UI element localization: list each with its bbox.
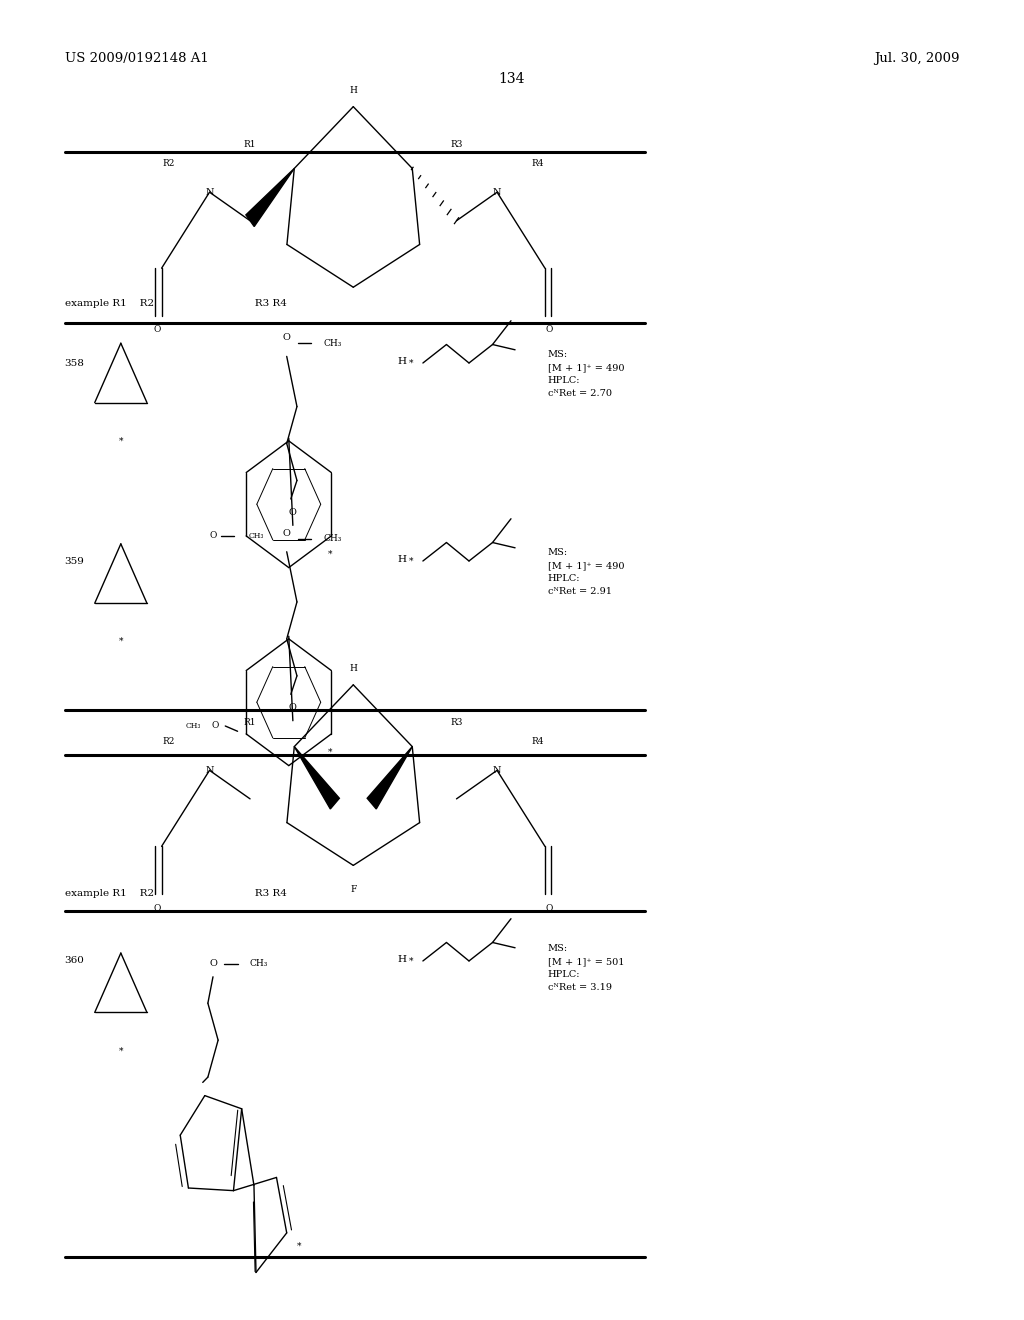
Text: O: O	[283, 529, 291, 537]
Text: *: *	[119, 1047, 123, 1055]
Text: O: O	[210, 532, 217, 540]
Text: R1: R1	[244, 140, 256, 149]
Text: N: N	[493, 766, 502, 775]
Text: *: *	[328, 748, 332, 756]
Text: CH₃: CH₃	[324, 535, 342, 543]
Text: *: *	[119, 638, 123, 645]
Text: N: N	[205, 766, 214, 775]
Text: H: H	[349, 664, 357, 673]
Text: example R1    R2                               R3 R4: example R1 R2 R3 R4	[65, 890, 287, 898]
Text: 134: 134	[499, 73, 525, 86]
Text: *: *	[119, 437, 123, 445]
Text: R4: R4	[531, 160, 544, 168]
Text: O: O	[289, 508, 297, 516]
Text: H: H	[349, 86, 357, 95]
Text: 358: 358	[65, 359, 84, 367]
Text: CH₃: CH₃	[324, 339, 342, 347]
Text: H: H	[398, 358, 407, 366]
Text: O: O	[283, 334, 291, 342]
Text: O: O	[546, 904, 553, 912]
Text: CH₃: CH₃	[250, 960, 268, 968]
Text: *: *	[409, 359, 413, 367]
Text: R4: R4	[531, 738, 544, 746]
Text: Jul. 30, 2009: Jul. 30, 2009	[874, 51, 959, 65]
Polygon shape	[294, 747, 339, 809]
Text: H: H	[398, 556, 407, 564]
Text: CH₃: CH₃	[185, 722, 201, 730]
Text: 360: 360	[65, 957, 84, 965]
Text: F: F	[350, 884, 356, 894]
Text: *: *	[297, 1242, 301, 1250]
Text: MS:
[M + 1]⁺ = 490
HPLC:
cᴺRet = 2.70: MS: [M + 1]⁺ = 490 HPLC: cᴺRet = 2.70	[548, 350, 625, 399]
Text: N: N	[205, 187, 214, 197]
Polygon shape	[368, 747, 413, 809]
Text: *: *	[328, 550, 332, 558]
Text: O: O	[209, 960, 217, 968]
Text: 359: 359	[65, 557, 84, 565]
Text: R2: R2	[163, 738, 175, 746]
Text: *: *	[409, 557, 413, 565]
Text: US 2009/0192148 A1: US 2009/0192148 A1	[65, 51, 208, 65]
Text: H: H	[398, 956, 407, 964]
Text: CH₃: CH₃	[248, 532, 263, 540]
Text: R3: R3	[451, 140, 463, 149]
Text: *: *	[409, 957, 413, 965]
Text: R2: R2	[163, 160, 175, 168]
Text: O: O	[154, 326, 161, 334]
Text: O: O	[154, 904, 161, 912]
Text: MS:
[M + 1]⁺ = 501
HPLC:
cᴺRet = 3.19: MS: [M + 1]⁺ = 501 HPLC: cᴺRet = 3.19	[548, 944, 625, 993]
Text: example R1    R2                               R3 R4: example R1 R2 R3 R4	[65, 300, 287, 308]
Text: MS:
[M + 1]⁺ = 490
HPLC:
cᴺRet = 2.91: MS: [M + 1]⁺ = 490 HPLC: cᴺRet = 2.91	[548, 548, 625, 597]
Text: O: O	[289, 704, 297, 711]
Text: O: O	[211, 722, 219, 730]
Text: N: N	[493, 187, 502, 197]
Text: R1: R1	[244, 718, 256, 727]
Text: R3: R3	[451, 718, 463, 727]
Text: O: O	[546, 326, 553, 334]
Polygon shape	[246, 169, 294, 227]
